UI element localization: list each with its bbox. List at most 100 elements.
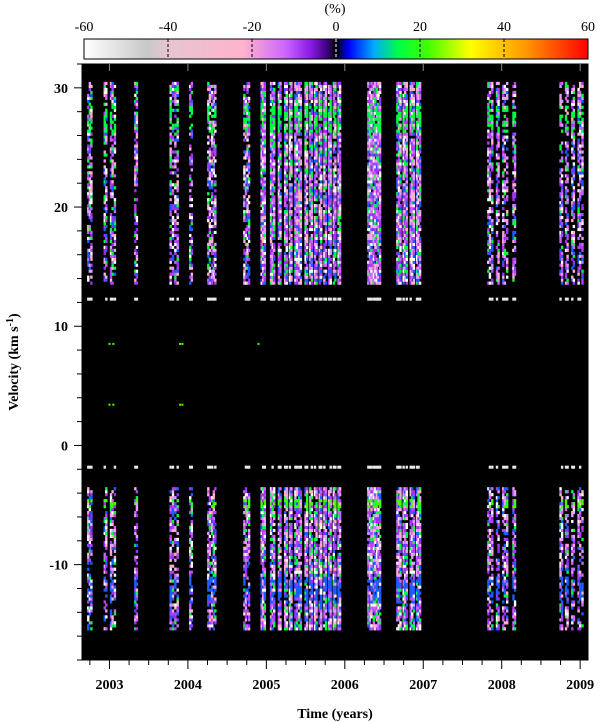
variation-cell [295,159,299,163]
variation-cell [324,156,328,160]
variation-cell [310,233,314,238]
variation-cell [329,186,332,190]
variation-cell [174,239,177,243]
variation-cell [285,242,288,246]
variation-cell [269,561,273,565]
variation-cell [294,570,297,574]
variation-cell [285,269,288,273]
variation-cell [295,230,299,235]
variation-cell [169,183,172,187]
variation-cell [88,236,92,241]
variation-cell [299,239,303,243]
variation-cell [318,272,321,276]
variation-cell [109,192,113,196]
variation-cell [263,263,266,267]
variation-cell [283,233,287,238]
variation-cell [212,573,215,577]
variation-cell [320,594,323,598]
variation-cell [320,159,323,163]
variation-cell [324,552,328,556]
variation-cell [310,90,314,94]
variation-cell [285,555,288,559]
variation-cell [304,218,307,223]
variation-cell [263,621,266,625]
variation-cell [324,594,328,598]
variation-cell [103,195,106,199]
variation-cell [208,123,212,127]
variation-cell [288,549,292,553]
variation-cell [304,567,307,571]
variation-cell [105,126,108,130]
variation-cell [88,297,92,301]
variation-cell [208,162,212,166]
variation-cell [315,198,318,202]
variation-cell [271,272,274,276]
variation-cell [263,105,266,109]
variation-cell [318,141,321,145]
variation-cell [309,297,312,301]
variation-cell [294,180,297,184]
variation-cell [262,558,265,562]
variation-cell [304,618,307,622]
variation-cell [290,236,293,241]
variation-cell [323,534,326,539]
variation-cell [327,263,331,267]
variation-cell [309,218,312,223]
variation-cell [263,508,266,512]
variation-cell [87,120,90,124]
variation-cell [207,609,210,613]
variation-cell [304,272,307,276]
variation-cell [103,627,106,631]
variation-cell [244,189,248,193]
variation-cell [295,534,299,539]
variation-cell [90,198,93,202]
variation-cell [304,260,307,264]
variation-cell [269,210,273,214]
variation-cell [327,585,331,589]
variation-cell [244,126,248,130]
variation-cell [294,513,297,518]
variation-cell [171,266,175,270]
variation-cell [109,594,113,598]
variation-cell [294,266,297,270]
variation-cell [260,600,263,604]
variation-cell [310,215,314,220]
variation-cell [294,111,297,115]
variation-cell [190,609,194,613]
variation-cell [285,123,288,127]
variation-cell [207,266,210,270]
variation-cell [324,582,328,586]
variation-cell [332,195,336,199]
variation-cell [277,570,281,574]
variation-cell [304,487,307,491]
variation-cell [304,591,307,595]
variation-cell [283,615,287,619]
variation-cell [299,490,303,494]
data-marks [87,81,584,631]
variation-cell [105,537,108,541]
variation-cell [174,84,177,89]
variation-cell [171,99,175,103]
variation-cell [332,582,336,586]
variation-cell [212,126,215,130]
variation-cell [310,591,314,595]
variation-cell [318,236,321,241]
variation-cell [262,165,265,169]
variation-cell [247,561,251,565]
variation-cell [260,528,263,533]
variation-cell [262,275,265,279]
variation-cell [134,573,137,577]
variation-cell [288,123,292,127]
variation-cell [288,102,292,106]
variation-cell [260,117,263,121]
variation-cell [263,84,266,89]
variation-cell [323,168,326,172]
variation-cell [113,612,117,616]
variation-cell [211,543,214,547]
variation-cell [313,87,317,92]
variation-cell [332,591,336,595]
variation-cell [305,81,309,86]
variation-cell [113,141,117,145]
variation-cell [323,159,326,163]
variation-cell [247,627,251,631]
